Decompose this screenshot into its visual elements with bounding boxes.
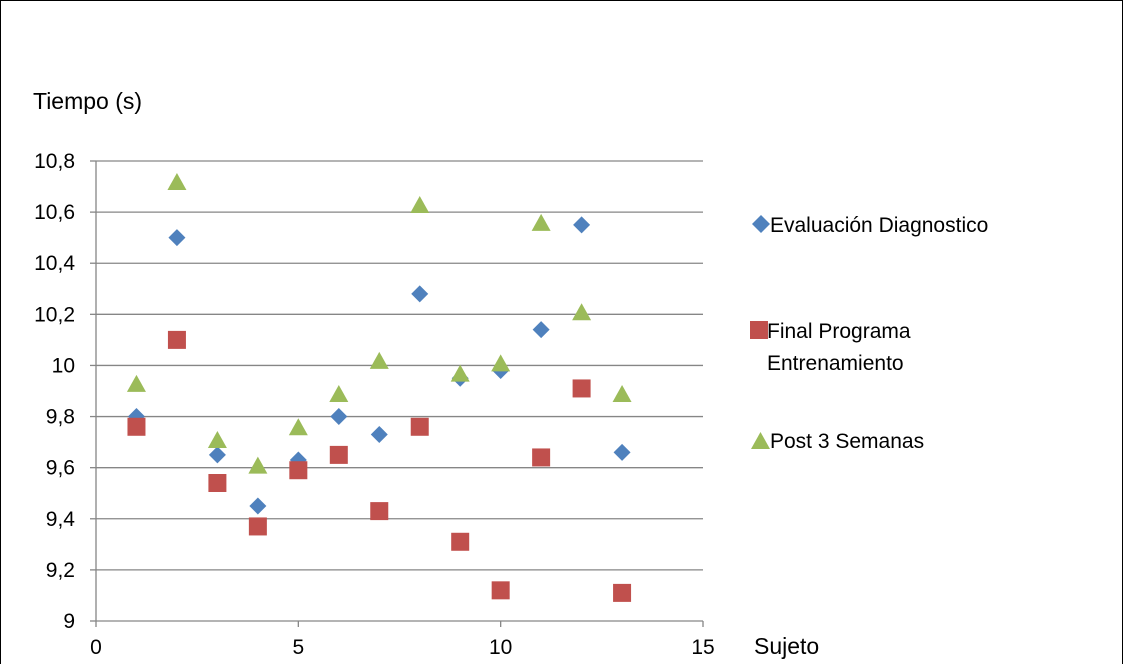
data-point-square [572, 379, 591, 398]
x-tick-label: 15 [691, 636, 714, 659]
data-point-diamond [411, 285, 429, 303]
y-tick-label: 10 [52, 354, 75, 377]
data-point-diamond [168, 229, 186, 247]
legend-item-final-programa-entrenamiento: Final Programa Entrenamiento [750, 320, 911, 375]
data-point-diamond [330, 408, 348, 426]
y-axis-title: Tiempo (s) [33, 88, 142, 114]
data-point-diamond [249, 497, 267, 515]
gridlines [96, 160, 703, 571]
y-tick-label: 9,8 [46, 406, 75, 429]
data-point-diamond [370, 425, 388, 443]
data-point-triangle [329, 385, 349, 403]
data-point-triangle [531, 213, 551, 231]
x-axis-title: Sujeto [754, 633, 819, 659]
data-point-triangle [410, 195, 430, 213]
legend-label-final-programa-line1: Final Programa [767, 320, 911, 343]
data-point-square [491, 581, 510, 600]
legend: Evaluación Diagnostico Final Programa En… [750, 214, 988, 453]
legend-label-post-3-semanas: Post 3 Semanas [770, 430, 924, 453]
data-points [126, 172, 632, 602]
legend-label-final-programa-line2: Entrenamiento [767, 352, 904, 375]
data-point-square [532, 448, 551, 467]
data-point-triangle [167, 172, 187, 190]
data-point-square [613, 583, 632, 602]
data-point-diamond [532, 321, 550, 339]
data-point-triangle [612, 385, 632, 403]
y-tick-label: 9 [63, 610, 75, 633]
y-tick-label: 9,2 [46, 559, 75, 582]
data-point-triangle [288, 418, 308, 436]
legend-marker-triangle [751, 432, 770, 449]
legend-item-evaluacion-diagnostico: Evaluación Diagnostico [752, 214, 988, 237]
data-point-square [451, 532, 470, 551]
data-point-triangle [491, 354, 511, 372]
y-tick-label: 9,6 [46, 457, 75, 480]
x-tick-label: 5 [292, 636, 304, 659]
data-point-triangle [572, 303, 592, 321]
data-point-triangle [369, 351, 389, 369]
data-point-square [289, 461, 308, 480]
data-point-square [167, 330, 186, 349]
y-tick-label: 10,8 [34, 150, 75, 173]
x-tick-label: 0 [90, 636, 102, 659]
data-point-triangle [126, 374, 146, 392]
data-point-square [370, 502, 389, 521]
data-point-diamond [208, 446, 226, 464]
data-point-square [127, 417, 146, 436]
data-point-square [208, 474, 227, 492]
legend-marker-square [750, 321, 768, 339]
data-point-triangle [450, 364, 470, 382]
data-point-diamond [613, 443, 631, 461]
y-tick-label: 10,6 [34, 201, 75, 224]
legend-item-post-3-semanas: Post 3 Semanas [751, 430, 924, 453]
data-point-square [329, 445, 348, 464]
axes [95, 161, 703, 622]
data-point-diamond [573, 216, 591, 234]
legend-marker-diamond [752, 215, 770, 233]
data-point-square [248, 517, 267, 536]
data-point-square [410, 417, 429, 436]
legend-label-evaluacion-diagnostico: Evaluación Diagnostico [770, 214, 988, 237]
tick-labels: 9 9,2 9,4 9,6 9,8 10 10,2 10,4 10,6 10,8 0 5 10 15 [34, 150, 715, 659]
y-tick-label: 10,4 [34, 252, 75, 275]
y-tick-label: 9,4 [46, 508, 76, 531]
data-point-triangle [248, 456, 268, 474]
data-point-triangle [207, 431, 227, 449]
x-tick-label: 10 [489, 636, 512, 659]
y-tick-label: 10,2 [34, 303, 75, 326]
